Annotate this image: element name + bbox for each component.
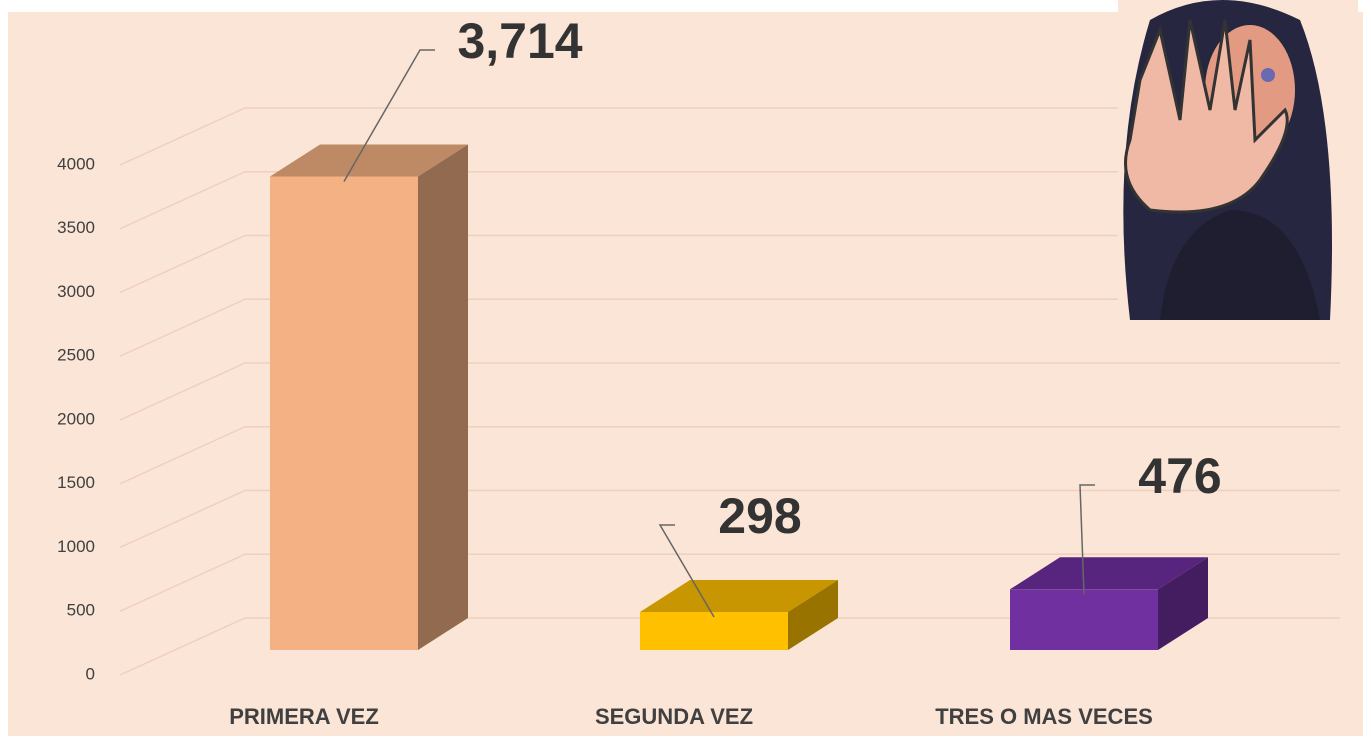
leader-line — [1079, 484, 1095, 595]
bar-side — [788, 580, 838, 650]
illustration — [1118, 0, 1358, 320]
grid-line — [119, 171, 1340, 230]
leader-line — [658, 524, 715, 618]
value-label: 298 — [718, 488, 801, 544]
grid-line — [119, 107, 1340, 166]
grid-line — [119, 489, 1340, 549]
grid-line — [119, 362, 1340, 421]
bar-side — [418, 144, 468, 650]
y-tick-label: 1500 — [57, 473, 95, 492]
bar-front — [1010, 589, 1158, 650]
x-tick-label: TRES O MAS VECES — [935, 704, 1153, 729]
grid-line — [119, 553, 1340, 612]
y-tick-label: 500 — [67, 601, 95, 620]
bar-front — [270, 176, 418, 650]
value-label: 3,714 — [457, 13, 582, 69]
y-tick-label: 0 — [86, 664, 95, 683]
leader-line — [343, 49, 435, 182]
bar-side — [1158, 557, 1208, 650]
y-tick-label: 2500 — [57, 346, 95, 365]
bar-top — [1010, 557, 1208, 590]
grid-line — [119, 298, 1340, 357]
bar-front — [640, 612, 788, 650]
value-label: 476 — [1138, 448, 1221, 504]
grid-line — [119, 617, 1340, 676]
y-tick-label: 3000 — [57, 282, 95, 301]
grid-line — [119, 234, 1340, 294]
y-tick-label: 1000 — [57, 537, 95, 556]
bar-top — [640, 580, 838, 613]
y-tick-label: 4000 — [57, 154, 95, 173]
x-tick-label: PRIMERA VEZ — [229, 704, 379, 729]
grid-line — [119, 426, 1340, 485]
y-tick-label: 3500 — [57, 218, 95, 237]
x-tick-label: SEGUNDA VEZ — [595, 704, 753, 729]
bar-top — [270, 144, 468, 177]
y-tick-label: 2000 — [57, 409, 95, 428]
